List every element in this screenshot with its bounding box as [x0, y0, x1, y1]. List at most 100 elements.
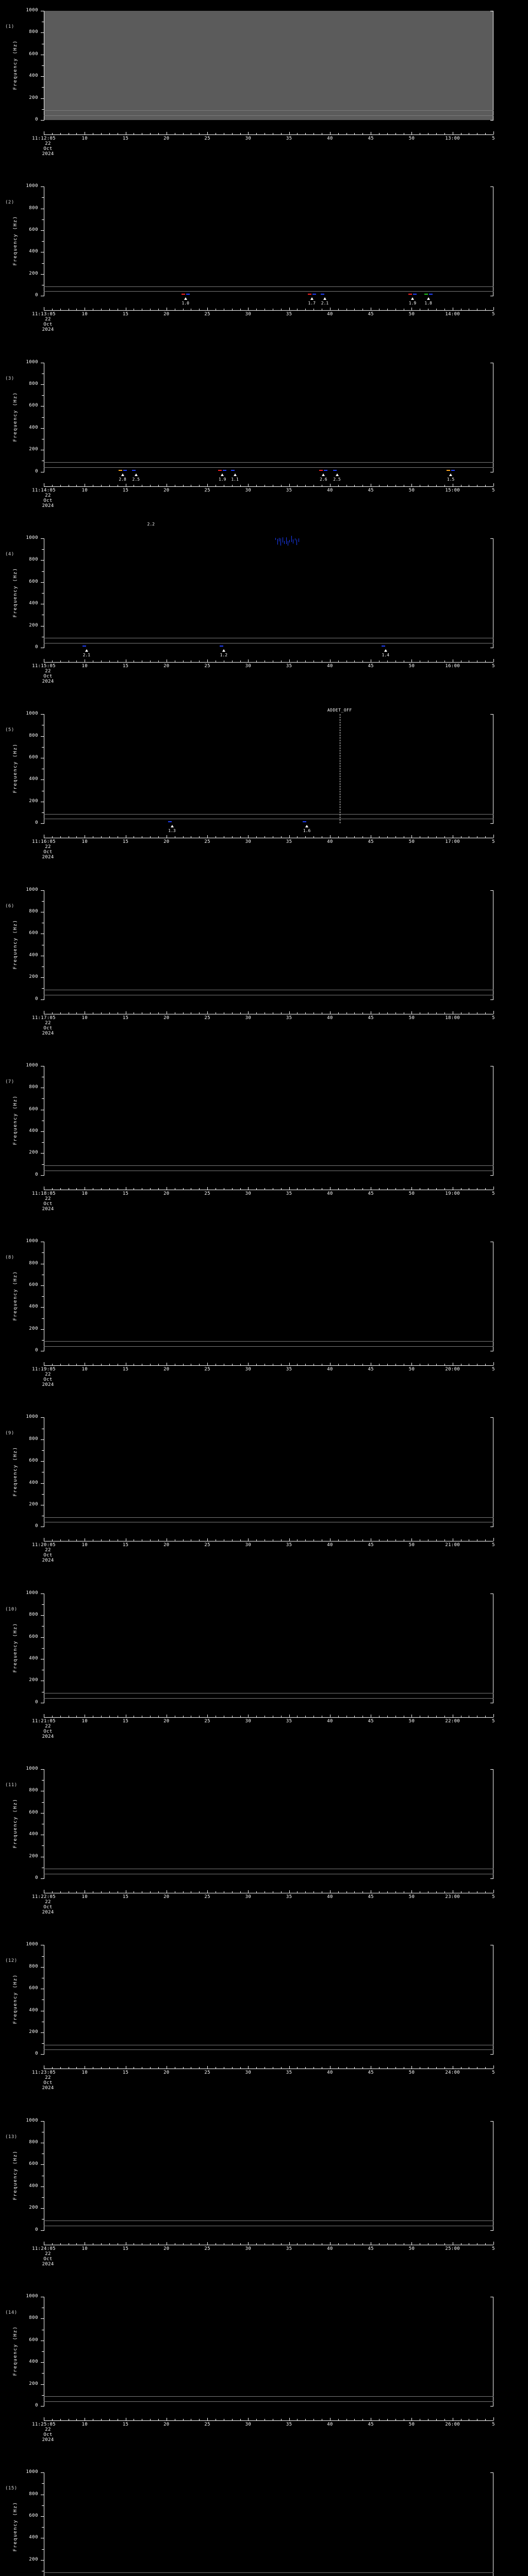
x-minor-tick-7-9-4 [444, 1188, 445, 1190]
x-major-tick-7-7 [330, 1187, 331, 1190]
x-minor-tick-13-8-3 [395, 2243, 396, 2245]
x-tick-label-14-1: 10 [81, 2421, 88, 2427]
x-tick-label-8-4: 25 [204, 1367, 210, 1372]
event-bar-3-6-1 [451, 469, 455, 471]
event-magnitude-2-2: 2.1 [321, 301, 329, 306]
x-minor-tick-9-2-4 [158, 1539, 159, 1541]
x-tick-label-6-3: 20 [163, 1015, 170, 1021]
x-minor-tick-10-8-2 [387, 1715, 388, 1717]
date-line: 22 [45, 1900, 51, 1905]
y-tick-label-13-400: 400 [29, 2183, 38, 2189]
x-axis-3 [44, 486, 493, 487]
x-minor-tick-10-2-3 [150, 1715, 151, 1717]
y-tick-label-10-1000: 1000 [26, 1590, 38, 1596]
date-line: Oct [43, 2432, 53, 2437]
x-minor-tick-8-9-4 [444, 1364, 445, 1366]
y-tick-label-10-600: 600 [29, 1634, 38, 1639]
y-minor-tick-7-7 [42, 1098, 44, 1099]
x-tick-label-9-8: 45 [368, 1543, 374, 1548]
y-tick-15-600 [41, 2516, 44, 2517]
y-tick-14-400 [41, 2362, 44, 2363]
x-tick-label-12-0: 11:23:05 [32, 2070, 56, 2076]
x-minor-tick-1-10-4 [485, 133, 486, 134]
x-tick-label-2-0: 11:13:05 [32, 312, 56, 317]
x-minor-tick-10-1-3 [109, 1715, 110, 1717]
y-minor-tick-13-3 [42, 2197, 44, 2198]
y-tick-1-800 [41, 32, 44, 33]
y-tick-5-800 [41, 736, 44, 737]
y-tick-label-12-400: 400 [29, 2008, 38, 2013]
y-tick-label-6-200: 200 [29, 974, 38, 979]
x-minor-tick-12-7-2 [346, 2067, 347, 2069]
x-minor-tick-3-7-4 [362, 484, 363, 486]
x-minor-tick-13-7-1 [338, 2243, 339, 2245]
x-minor-tick-4-8-1 [379, 660, 380, 662]
reference-line-8-0 [44, 1341, 493, 1342]
y-tick-7-200 [41, 1153, 44, 1154]
x-tick-label-10-0: 11:21:05 [32, 1718, 56, 1724]
y-minor-tick-10-9 [42, 1604, 44, 1605]
x-tick-label-3-3: 20 [163, 487, 170, 493]
x-tick-label-4-11: 5 [492, 663, 495, 669]
x-minor-tick-14-7-3 [354, 2418, 355, 2420]
y-tick-label-3-0: 0 [35, 469, 38, 474]
date-stack-7: 22 Oct 2024 [27, 1196, 69, 1212]
date-line: Oct [43, 1905, 53, 1910]
y-tick-label-2-1000: 1000 [26, 183, 38, 189]
x-minor-tick-5-3-4 [199, 836, 200, 838]
panel-2: 0 200 400 600 800 1000 Frequency (Hz) (2) 1.0 1.7… [0, 0, 528, 333]
x-minor-tick-5-5-4 [281, 836, 282, 838]
x-minor-tick-5-7-4 [362, 836, 363, 838]
y-tick-13-200 [41, 2208, 44, 2209]
y-axis-title-6: Frequency (Hz) [13, 919, 18, 969]
trace-segment-9 [291, 536, 292, 543]
y-tick-4-800 [41, 560, 44, 561]
x-tick-label-13-9: 50 [408, 2246, 415, 2251]
x-tick-label-2-3: 20 [163, 312, 170, 317]
date-line: 22 [45, 2075, 51, 2081]
x-major-tick-7-6 [289, 1187, 290, 1190]
date-line: 2024 [42, 503, 54, 509]
x-minor-tick-8-6-2 [305, 1364, 306, 1366]
x-major-tick-1-6 [289, 132, 290, 134]
y-tick-5-400 [41, 779, 44, 780]
x-minor-tick-5-4-3 [232, 836, 233, 838]
x-tick-label-2-9: 50 [408, 312, 415, 317]
x-minor-tick-14-7-1 [338, 2418, 339, 2420]
y-tick-label-5-400: 400 [29, 776, 38, 782]
x-tick-label-13-2: 15 [122, 2246, 129, 2251]
x-minor-tick-9-7-3 [354, 1539, 355, 1541]
x-major-tick-13-7 [330, 2242, 331, 2245]
x-minor-tick-3-9-4 [444, 484, 445, 486]
y-tick-10-800 [41, 1615, 44, 1616]
x-tick-label-12-9: 50 [408, 2070, 415, 2076]
x-tick-label-3-8: 45 [368, 487, 374, 493]
plot-area-12 [44, 1945, 493, 2055]
y-minor-tick-2-3 [42, 263, 44, 264]
event-bar-3-2-0 [218, 469, 222, 471]
x-minor-tick-6-7-2 [346, 1012, 347, 1014]
y-tick-6-0 [41, 999, 44, 1000]
x-minor-tick-12-4-4 [240, 2067, 241, 2069]
x-major-tick-10-5 [248, 1714, 249, 1717]
date-stack-11: 22 Oct 2024 [27, 1900, 69, 1915]
x-minor-tick-13-3-2 [183, 2243, 184, 2245]
panel-number-7: (7) [5, 1079, 14, 1084]
event-bar-4-1-0 [219, 645, 223, 647]
y-tick-label-8-800: 800 [29, 1261, 38, 1266]
y-tick-label-4-600: 600 [29, 579, 38, 584]
y-tick-6-200 [41, 977, 44, 978]
x-tick-label-5-6: 35 [286, 839, 292, 845]
x-minor-tick-6-6-1 [297, 1012, 298, 1014]
x-minor-tick-10-5-4 [281, 1715, 282, 1717]
x-minor-tick-9-8-1 [379, 1539, 380, 1541]
x-tick-label-1-5: 30 [245, 136, 252, 141]
x-minor-tick-13-2-3 [150, 2243, 151, 2245]
y-minor-tick-7-3 [42, 1142, 44, 1143]
date-stack-13: 22 Oct 2024 [27, 2251, 69, 2267]
x-minor-tick-5-2-3 [150, 836, 151, 838]
x-minor-tick-5-1-2 [101, 836, 102, 838]
date-line: 2024 [42, 151, 54, 157]
x-minor-tick-1-8-3 [395, 133, 396, 134]
event-marker-3-3 [233, 473, 237, 476]
